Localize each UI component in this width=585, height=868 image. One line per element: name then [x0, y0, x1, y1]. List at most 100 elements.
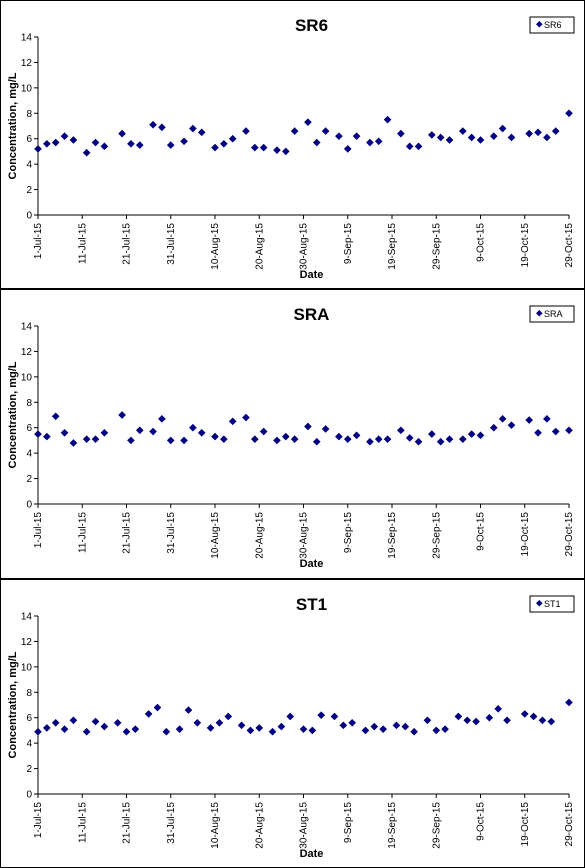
data-point [525, 416, 533, 424]
data-point [312, 138, 321, 147]
x-tick-label: 11-Jul-15 [77, 223, 88, 264]
x-tick-label: 20-Aug-15 [254, 512, 265, 559]
x-tick-label: 29-Oct-15 [564, 802, 575, 847]
data-point [242, 127, 250, 135]
data-point [538, 716, 547, 725]
data-point [525, 129, 533, 138]
data-point [392, 721, 401, 730]
data-point [100, 722, 109, 731]
x-tick-label: 10-Aug-15 [210, 223, 221, 270]
data-point [467, 430, 476, 438]
x-tick-label: 20-Aug-15 [254, 223, 265, 270]
data-point [193, 718, 202, 727]
data-point [361, 726, 370, 735]
x-tick-label: 29-Sep-15 [431, 802, 442, 849]
y-tick-label: 8 [26, 398, 32, 409]
data-point [335, 432, 343, 441]
data-point [180, 436, 188, 445]
data-point [445, 136, 454, 144]
data-point [34, 727, 42, 736]
data-point [317, 711, 326, 719]
data-point [144, 710, 153, 718]
legend-label: SR6 [544, 20, 562, 30]
data-point [494, 704, 503, 713]
x-tick-label: 19-Oct-15 [520, 802, 531, 847]
data-point [529, 712, 538, 721]
y-tick-label: 0 [26, 790, 32, 801]
data-point [534, 428, 542, 437]
y-tick-label: 2 [26, 764, 32, 775]
data-point [489, 423, 498, 432]
data-point [166, 436, 175, 445]
data-point [405, 434, 414, 442]
x-tick-label: 11-Jul-15 [77, 512, 88, 553]
data-point [43, 139, 51, 148]
y-tick-label: 10 [21, 372, 33, 383]
y-tick-label: 6 [26, 134, 32, 145]
data-point [467, 133, 476, 142]
data-point [131, 725, 140, 733]
data-point [51, 718, 60, 727]
chart-svg-st1: ST1 0 2 4 6 8 10 12 14 1-Jul-15 11-Jul-15 21-Jul-15… [7, 595, 575, 860]
data-point [189, 124, 197, 133]
data-point [91, 138, 100, 147]
x-tick-label: 9-Sep-15 [343, 223, 354, 265]
x-axis-label: Date [300, 558, 324, 570]
data-point [428, 430, 436, 438]
data-point [489, 132, 498, 140]
data-point [34, 430, 42, 438]
y-tick-label: 14 [21, 612, 33, 623]
data-point [100, 428, 109, 437]
data-point [277, 722, 286, 731]
x-tick-label: 21-Jul-15 [122, 512, 133, 554]
x-tick-label: 9-Sep-15 [343, 802, 354, 844]
chart-svg-sra: SRA 0 2 4 6 8 10 12 14 1-Jul-15 11-Jul-15 21-Jul-15… [7, 305, 575, 570]
data-point [246, 726, 255, 735]
data-point [69, 136, 78, 144]
data-point [197, 428, 206, 437]
data-point [268, 727, 277, 736]
data-point [149, 120, 157, 129]
x-tick-label: 30-Aug-15 [299, 512, 310, 559]
chart-title-st1: ST1 [296, 595, 327, 614]
data-point [312, 437, 321, 446]
y-tick-label: 10 [21, 83, 33, 94]
y-tick-label: 14 [21, 33, 33, 44]
legend: ST1 [529, 595, 575, 613]
data-point [410, 727, 418, 736]
data-point [432, 726, 441, 735]
legend: SR6 [529, 16, 575, 34]
data-point [547, 717, 556, 726]
y-axis-label: Concentration, mg/L [7, 72, 19, 179]
data-point [374, 435, 383, 443]
data-point [335, 132, 343, 140]
data-point [290, 435, 299, 443]
x-tick-label: 19-Sep-15 [387, 223, 398, 270]
data-point [60, 725, 69, 733]
data-point [428, 131, 436, 139]
data-point [255, 724, 264, 732]
y-tick-label: 0 [26, 211, 32, 222]
data-point [51, 412, 60, 421]
data-point [551, 127, 560, 135]
x-tick-label: 1-Jul-15 [33, 223, 44, 260]
x-tick-label: 30-Aug-15 [299, 223, 310, 270]
y-tick-label: 10 [21, 662, 33, 673]
data-point [458, 127, 467, 135]
data-point [69, 716, 78, 725]
data-point [127, 139, 135, 148]
x-tick-label: 21-Jul-15 [122, 802, 133, 844]
x-tick-label: 19-Sep-15 [387, 802, 398, 849]
data-point [321, 127, 330, 135]
data-point [414, 437, 423, 446]
data-point [472, 717, 480, 726]
data-point [211, 143, 219, 152]
data-point [122, 727, 131, 736]
data-point [485, 713, 494, 722]
data-point [441, 725, 449, 733]
legend: SRA [529, 305, 575, 323]
data-point [370, 722, 379, 731]
x-tick-label: 21-Jul-15 [122, 223, 133, 265]
data-point [220, 139, 228, 148]
y-tick-label: 14 [21, 322, 33, 333]
